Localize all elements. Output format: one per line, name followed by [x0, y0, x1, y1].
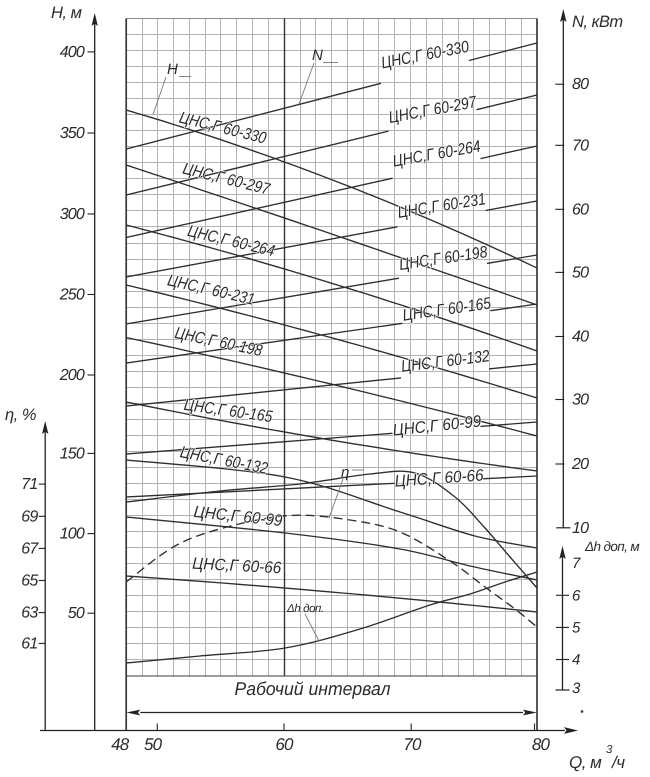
svg-text:Рабочий интервал: Рабочий интервал: [235, 678, 392, 699]
svg-text:Δh доп.: Δh доп.: [286, 603, 324, 615]
svg-text:200: 200: [59, 367, 85, 384]
svg-text:63: 63: [21, 605, 38, 622]
svg-text:N, кВт: N, кВт: [572, 13, 623, 31]
svg-text:71: 71: [21, 476, 37, 493]
svg-text:3: 3: [606, 744, 613, 756]
svg-text:67: 67: [21, 540, 39, 557]
svg-text:/ч: /ч: [611, 753, 625, 772]
svg-text:250: 250: [59, 287, 85, 304]
svg-text:30: 30: [572, 392, 589, 409]
svg-text:60: 60: [275, 735, 294, 754]
svg-text:50: 50: [144, 735, 163, 754]
svg-text:H: H: [167, 61, 178, 78]
svg-text:70: 70: [403, 735, 422, 754]
svg-text:100: 100: [60, 526, 85, 543]
svg-text:40: 40: [572, 329, 589, 346]
svg-text:50: 50: [572, 264, 589, 281]
svg-text:7: 7: [572, 555, 581, 572]
svg-text:80: 80: [572, 76, 589, 93]
svg-text:69: 69: [21, 508, 38, 525]
svg-text:H, м: H, м: [51, 4, 82, 22]
svg-text:60: 60: [572, 201, 589, 218]
svg-text:N: N: [312, 47, 323, 64]
svg-text:50: 50: [68, 605, 85, 622]
svg-text:80: 80: [532, 735, 551, 754]
svg-text:η: η: [341, 464, 349, 481]
svg-text:150: 150: [60, 445, 85, 462]
svg-text:4: 4: [572, 652, 580, 669]
svg-text:70: 70: [572, 137, 589, 154]
svg-text:48: 48: [111, 735, 130, 754]
svg-text:300: 300: [60, 206, 85, 223]
svg-text:3: 3: [572, 680, 581, 697]
svg-text:61: 61: [21, 635, 37, 652]
svg-text:Q, м: Q, м: [569, 753, 602, 772]
svg-text:10: 10: [572, 520, 589, 537]
svg-text:η, %: η, %: [5, 406, 36, 424]
svg-text:400: 400: [60, 44, 85, 61]
svg-text:65: 65: [21, 573, 38, 590]
svg-text:5: 5: [572, 619, 581, 636]
svg-text:20: 20: [571, 456, 589, 473]
svg-text:6: 6: [572, 587, 581, 604]
svg-text:350: 350: [60, 125, 85, 142]
svg-text:Δh доп, м: Δh доп, м: [584, 539, 639, 554]
